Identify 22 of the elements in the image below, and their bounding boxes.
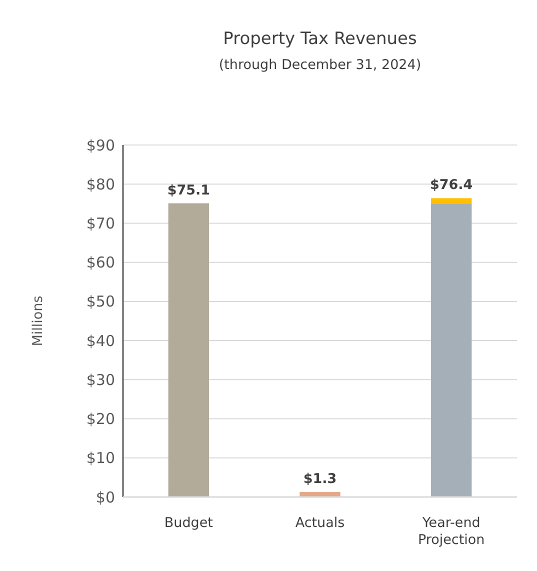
y-tick-label: $90 (86, 136, 115, 154)
y-tick-label: $80 (86, 175, 115, 194)
y-tick-label: $20 (86, 410, 115, 428)
bar (430, 203, 472, 497)
chart-title: Property Tax Revenues (223, 29, 417, 49)
y-tick-label: $40 (86, 332, 115, 350)
chart-subtitle: (through December 31, 2024) (218, 57, 422, 73)
y-tick-label: $60 (86, 254, 115, 272)
total-label: $75.1 (167, 182, 210, 198)
bar (168, 203, 210, 497)
y-tick-label: $70 (86, 214, 115, 232)
y-tick-label: $30 (86, 370, 115, 389)
bar (430, 198, 472, 204)
y-axis-title: Millions (30, 296, 46, 346)
x-tick-label: Actuals (295, 515, 345, 531)
y-tick-label: $0 (96, 488, 115, 506)
y-tick-label: $10 (86, 449, 115, 468)
x-tick-label: Budget (164, 515, 213, 531)
y-tick-label: $50 (86, 292, 115, 311)
total-label: $76.4 (430, 177, 473, 194)
total-label: $1.3 (303, 470, 337, 487)
x-tick-label: Year-end Projection (418, 515, 485, 548)
